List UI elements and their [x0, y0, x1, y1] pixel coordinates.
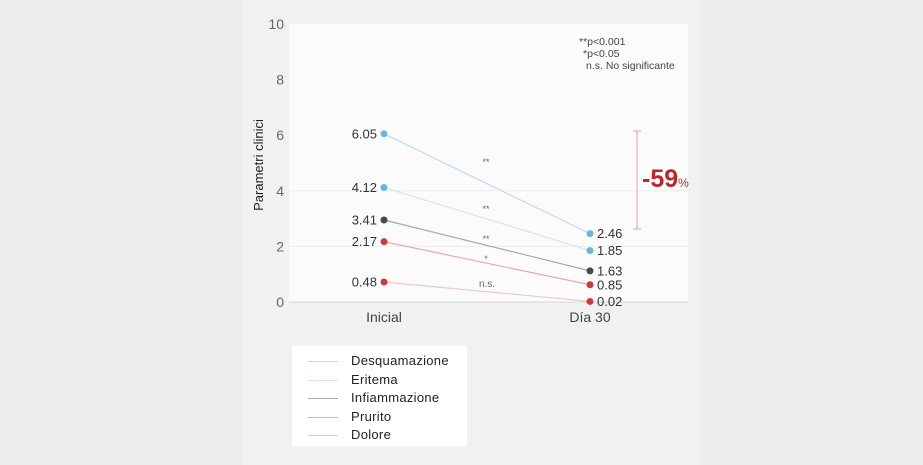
significance-marker: ** — [482, 204, 490, 214]
series-line — [383, 133, 591, 235]
data-point — [586, 297, 594, 305]
series-line — [383, 241, 591, 286]
legend-label: Prurito — [351, 408, 392, 424]
legend-label: Infiammazione — [351, 390, 440, 405]
legend-item: Desquamazione — [292, 352, 467, 370]
legend-swatch — [308, 416, 338, 418]
data-label: 0.02 — [597, 294, 622, 309]
legend-label: Desquamazione — [351, 353, 449, 368]
series-desquamazione: 6.05 2.46 ** — [352, 126, 623, 241]
y-tick-label: 0 — [276, 294, 284, 310]
significance-note: **p<0.001 — [579, 36, 626, 48]
y-tick-label: 10 — [268, 16, 284, 32]
data-label: 4.12 — [352, 180, 377, 195]
legend-item: Dolore — [292, 426, 467, 444]
data-point — [586, 247, 594, 255]
data-point — [380, 183, 388, 191]
data-label: 2.46 — [597, 226, 622, 241]
y-tick-label: 4 — [276, 183, 284, 199]
series-line — [383, 219, 591, 272]
y-tick-label: 6 — [276, 127, 284, 143]
series-dolore: 0.48 0.02 n.s. — [352, 274, 623, 308]
plot-area — [289, 24, 688, 302]
data-point — [380, 278, 388, 286]
data-point — [380, 130, 388, 138]
reduction-value: -59% — [642, 165, 689, 193]
series-line — [383, 281, 591, 303]
legend-item: Eritema — [292, 371, 467, 389]
significance-marker: * — [484, 254, 488, 264]
legend-label: Eritema — [351, 371, 398, 387]
data-label: 0.48 — [352, 274, 377, 289]
data-label: 6.05 — [352, 126, 377, 141]
y-tick-label: 8 — [276, 72, 284, 88]
significance-note: *p<0.05 — [583, 48, 620, 60]
series-eritema: 4.12 1.85 ** — [352, 180, 623, 258]
series-line — [383, 186, 591, 252]
legend-swatch — [308, 361, 338, 362]
data-label: 1.63 — [597, 263, 622, 278]
significance-marker: n.s. — [479, 279, 495, 290]
legend-item: Prurito — [292, 408, 467, 426]
data-point — [586, 230, 594, 238]
legend-label: Dolore — [351, 427, 392, 442]
legend-swatch — [308, 379, 338, 381]
data-label: 3.41 — [352, 212, 377, 227]
data-label: 2.17 — [352, 234, 377, 249]
significance-marker: ** — [482, 234, 490, 244]
legend-swatch — [308, 435, 338, 436]
data-point — [586, 281, 594, 289]
data-point — [380, 216, 388, 224]
series-infiammazione: 3.41 1.63 ** — [352, 212, 623, 278]
y-tick-label: 2 — [276, 238, 284, 254]
data-label: 1.85 — [597, 243, 622, 258]
significance-note: n.s. No significante — [586, 60, 675, 72]
y-axis-label: Parametri clinici — [251, 119, 266, 211]
legend: Desquamazione Eritema Infiammazione Prurito… — [292, 346, 467, 446]
significance-marker: ** — [482, 157, 490, 167]
data-label: 0.85 — [597, 277, 622, 292]
series-prurito: 2.17 0.85 * — [352, 234, 623, 292]
legend-swatch — [308, 398, 338, 399]
data-point — [380, 238, 388, 246]
x-tick-label: Inicial — [366, 309, 402, 325]
legend-item: Infiammazione — [292, 389, 467, 407]
x-tick-label: Día 30 — [569, 309, 610, 325]
data-point — [586, 267, 594, 275]
